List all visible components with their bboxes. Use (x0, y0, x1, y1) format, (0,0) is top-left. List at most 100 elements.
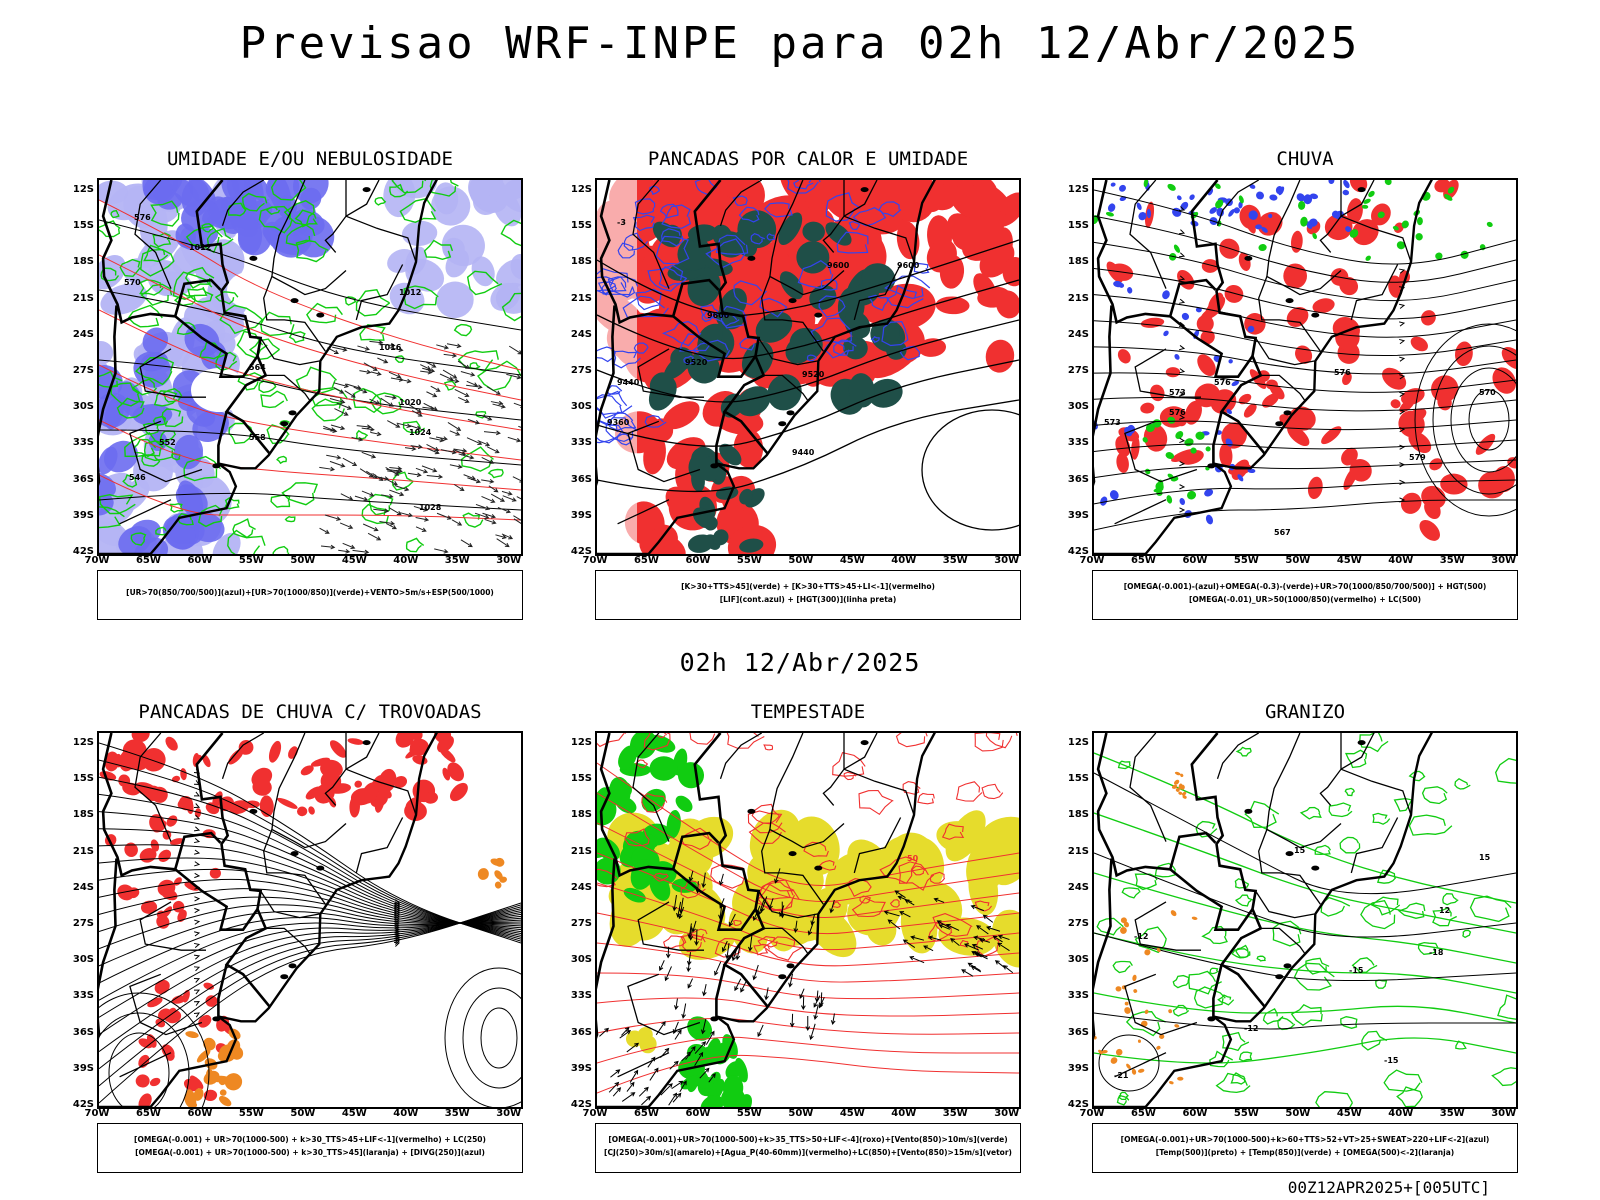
streamline (99, 902, 521, 1104)
lon-tick-label: 65W (135, 1108, 161, 1119)
streamline (99, 904, 521, 1087)
lon-tick-label: 50W (1285, 555, 1311, 566)
state-border (1216, 733, 1260, 780)
state-border (1255, 890, 1315, 919)
wind-vector (764, 987, 769, 1001)
wind-vector (324, 514, 342, 521)
wind-vector (353, 386, 368, 394)
lake-blob (747, 255, 756, 261)
stream-arrow (1178, 229, 1186, 235)
state-border (719, 733, 763, 780)
wind-green-area (678, 1016, 753, 1107)
lon-tick-label: 40W (1388, 1108, 1414, 1119)
contour-label: 552 (159, 438, 176, 447)
lake-blob (1283, 410, 1292, 416)
coastline (1094, 733, 1433, 1107)
country-border (101, 733, 222, 878)
wind-vector (608, 1081, 620, 1093)
lat-tick-label: 15S (72, 220, 94, 232)
stream-arrow (1179, 460, 1186, 467)
wind-vector (359, 369, 372, 375)
wind-vector (363, 362, 378, 371)
state-border (843, 768, 915, 816)
lon-tick-label: 45W (341, 555, 367, 566)
lake-blob (1357, 740, 1366, 746)
lake-blob (788, 298, 797, 304)
lon-tick-label: 55W (1233, 1108, 1259, 1119)
lon-tick-label: 55W (238, 1108, 264, 1119)
wind-vector (372, 473, 384, 482)
thickness-line (99, 254, 521, 401)
legend-line: [OMEGA(-0.001) + UR>70(1000-500) + k>30_… (135, 1148, 485, 1157)
wind-vector (501, 490, 513, 496)
lon-tick-label: 30W (994, 555, 1020, 566)
stream-arrow (1179, 414, 1186, 420)
lon-tick-label: 30W (496, 1108, 522, 1119)
lat-tick-label: 12S (570, 737, 592, 749)
streamline-850 (597, 912, 1019, 967)
temp850-isotherm (1094, 932, 1516, 994)
wind-vector (807, 922, 814, 936)
wind-vector (320, 544, 336, 550)
wind-vector (460, 371, 476, 377)
lon-tick-label: 40W (1388, 555, 1414, 566)
wind-vector (398, 378, 412, 384)
state-border (843, 215, 915, 263)
contour-label: -18 (1429, 948, 1444, 957)
temp850-isotherm (1094, 992, 1516, 1024)
legend-line: [CJ(250)>30m/s](amarelo)+[Agua_P(40-60mm… (604, 1148, 1012, 1157)
wind-vector (923, 945, 934, 952)
lake-blob (786, 410, 795, 416)
wind-vector (512, 476, 521, 483)
lat-tick-label: 42S (570, 546, 592, 557)
lake-blob (778, 421, 787, 427)
streamline (99, 776, 521, 940)
contour-label: 576 (1334, 368, 1351, 377)
lat-tick-label: 27S (570, 918, 592, 930)
lat-tick-label: 36S (1067, 1026, 1089, 1038)
streamline (99, 828, 521, 934)
lat-tick-label: 39S (1067, 1062, 1089, 1074)
wind-vector (694, 1041, 707, 1054)
contour-label: 15 (1479, 853, 1491, 862)
stream-arrow (194, 861, 201, 867)
contour-label: 50 (907, 854, 919, 863)
lat-tick-label: 42S (1067, 1099, 1089, 1110)
streamline (1094, 459, 1516, 479)
wind-vector (463, 474, 476, 481)
contour-label: 1020 (399, 398, 422, 407)
wind-vector (793, 920, 799, 934)
country-border (99, 858, 118, 1039)
wind-vector (979, 938, 990, 943)
legend-box: [OMEGA(-0.001)-(azul)+OMEGA(-0.3)-(verde… (1092, 570, 1518, 620)
wind-vector (481, 478, 495, 484)
wind-vector (369, 398, 381, 405)
contour-label: -15 (1349, 966, 1364, 975)
lake-blob (778, 974, 787, 980)
wind-vector (801, 996, 806, 1011)
lon-tick-label: 70W (84, 555, 110, 566)
wind-vector (694, 1051, 704, 1067)
lat-tick-label: 30S (72, 954, 94, 966)
lat-tick-label: 15S (1067, 773, 1089, 785)
state-border (822, 180, 845, 253)
lat-tick-label: 24S (570, 328, 592, 340)
wind-vector (362, 523, 379, 532)
wind-vector (340, 493, 354, 501)
height-contour (597, 359, 1019, 447)
state-border (119, 1052, 172, 1078)
wind-vector (671, 1080, 684, 1090)
wind-vector (927, 935, 942, 941)
lat-tick-label: 18S (570, 809, 592, 821)
streamline (1094, 241, 1516, 302)
stream-arrow (1399, 356, 1406, 362)
streamline (99, 908, 521, 1052)
lat-tick-label: 27S (1067, 918, 1089, 930)
lake-blob (860, 187, 869, 193)
rain-red-area (1106, 201, 1432, 491)
wind-vector (686, 952, 692, 966)
lat-tick-label: 39S (1067, 509, 1089, 521)
wind-vector (336, 402, 353, 410)
wind-vector (377, 357, 389, 364)
stream-arrow (194, 849, 201, 855)
